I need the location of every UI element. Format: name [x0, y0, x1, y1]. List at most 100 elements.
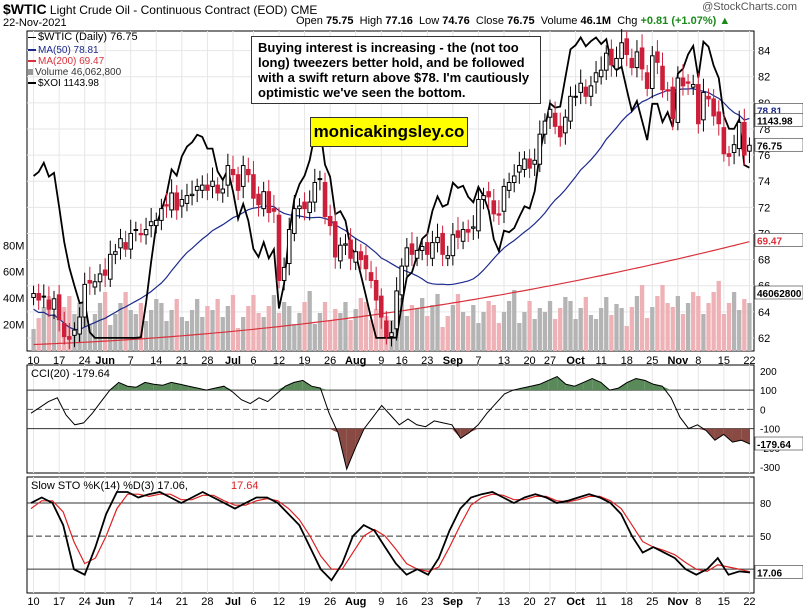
tag-xoi: 1143.98	[757, 116, 793, 127]
candle-body	[312, 182, 318, 203]
volume-bar	[486, 301, 491, 351]
candle-body	[537, 133, 543, 165]
cci-tick--100: -100	[760, 425, 780, 436]
open-value: 75.75	[325, 15, 354, 27]
y-tick-label-76: 76	[758, 150, 770, 162]
cci-tick-0: 0	[760, 405, 766, 416]
volume-bar	[568, 301, 573, 351]
volume-bar	[420, 298, 425, 351]
change-value: +0.81 (+1.07%) ▲	[640, 15, 731, 27]
cci-positive-fill	[320, 388, 330, 391]
volume-bar	[164, 321, 169, 351]
volume-bar	[445, 316, 450, 351]
ma200-line	[33, 241, 750, 346]
volume-bar	[363, 302, 369, 351]
volume-bar	[36, 318, 41, 351]
volume-bar	[56, 318, 62, 351]
candle-body	[194, 185, 200, 191]
candle-body	[61, 323, 67, 338]
volume-bar	[399, 298, 404, 351]
candle-body	[281, 266, 287, 281]
candle-body	[706, 95, 711, 100]
candle-body	[445, 255, 451, 259]
volume-bar	[430, 305, 435, 351]
exchange: CME	[290, 3, 318, 17]
volume-bar	[506, 301, 512, 351]
x-tick-label-23: 23	[421, 355, 433, 367]
volume-bar	[256, 313, 261, 351]
candle-body	[327, 215, 333, 227]
candle-body	[358, 251, 364, 261]
volume-bar	[731, 292, 737, 351]
volume-bar	[604, 297, 609, 351]
volume-bar	[609, 315, 614, 351]
candle-body	[205, 184, 210, 191]
cci-positive-fill	[294, 380, 303, 391]
volume-bar	[645, 318, 650, 351]
candle-body	[721, 127, 727, 155]
x-tick-label-19: 19	[298, 355, 310, 367]
cci-positive-fill	[302, 380, 312, 391]
candle-body	[624, 38, 630, 56]
candle-body	[148, 221, 154, 227]
x-tick-label-24: 24	[79, 355, 91, 367]
candle-body	[603, 52, 609, 71]
volume-bar	[123, 292, 128, 351]
candle-body	[675, 77, 681, 123]
volume-bar	[614, 304, 619, 351]
volume-bar	[450, 305, 456, 351]
candle-body	[153, 219, 159, 227]
cci-positive-fill	[276, 386, 286, 391]
volume-bar	[51, 314, 57, 351]
candle-body	[302, 201, 307, 210]
x-tick-label-12: 12	[273, 355, 285, 367]
high-value: 77.16	[385, 15, 413, 27]
cci-positive-fill	[557, 376, 566, 391]
volume-bar	[154, 299, 159, 351]
candle-body	[660, 65, 665, 91]
volume-bar	[31, 329, 36, 351]
volume-bar	[189, 310, 195, 351]
candle-body	[568, 95, 573, 122]
ohlc-readout: Open 75.75 High 77.16 Low 74.76 Close 76…	[296, 15, 731, 27]
volume-bar	[128, 310, 133, 351]
tag-cci: -179.64	[757, 440, 791, 451]
candle-body	[399, 265, 405, 296]
candle-body	[87, 279, 93, 284]
candle-body	[711, 98, 716, 117]
candle-body	[256, 193, 261, 206]
candle-body	[435, 236, 440, 244]
candle-body	[200, 184, 205, 191]
volume-bar	[655, 296, 660, 351]
candle-body	[389, 332, 394, 338]
cci-positive-fill	[285, 382, 295, 391]
x-tick-label-Sep: Sep	[443, 355, 463, 367]
volume-bar	[143, 321, 149, 351]
tag-ma200-box	[754, 233, 803, 247]
cci-negative-fill	[723, 428, 733, 443]
volume-bar	[691, 292, 696, 351]
x-tick-label-Nov: Nov	[667, 355, 689, 367]
y-tick-label-82: 82	[758, 72, 770, 84]
symbol: $WTIC	[3, 1, 47, 17]
volume-bar	[665, 303, 670, 351]
candle-body	[690, 84, 696, 88]
volume-bar	[660, 285, 665, 351]
volume-bar	[501, 312, 507, 351]
candle-body	[348, 239, 353, 259]
volume-bar	[307, 291, 312, 351]
volume-bar	[297, 313, 302, 351]
x-tick-label-bottom-23: 23	[421, 596, 433, 608]
x-tick-label-bottom-19: 19	[298, 596, 310, 608]
candle-body	[649, 55, 655, 89]
candle-body	[353, 251, 358, 263]
cci-positive-fill	[153, 384, 163, 391]
x-tick-label-bottom-7: 7	[128, 596, 134, 608]
x-tick-label-bottom-27: 27	[544, 596, 556, 608]
x-tick-label-13: 13	[498, 355, 510, 367]
volume-bar	[650, 307, 655, 351]
cci-negative-fill	[460, 428, 470, 439]
candle-body	[522, 158, 527, 170]
low-value: 74.76	[442, 15, 470, 27]
candle-body	[547, 108, 553, 118]
